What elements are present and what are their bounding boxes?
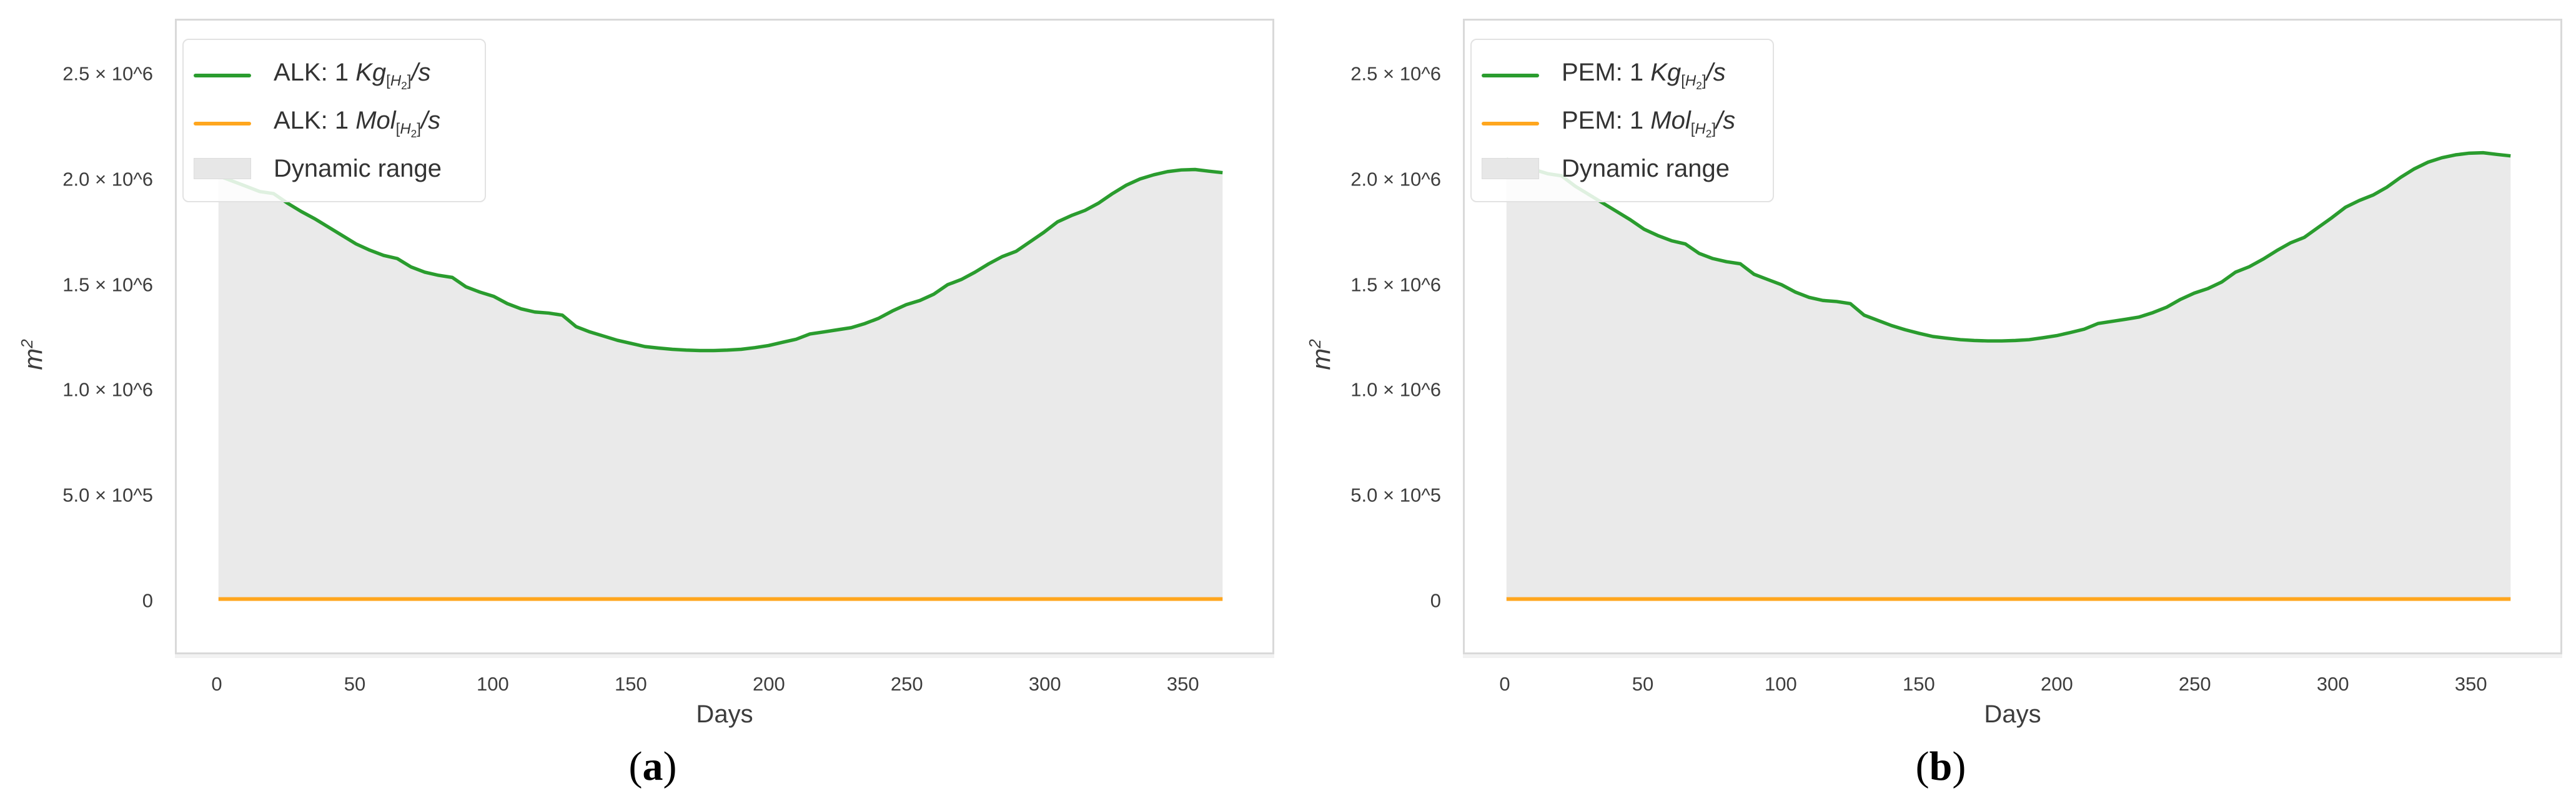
- x-axis-title: Days: [696, 700, 753, 728]
- y-tick-label: 0: [142, 589, 153, 612]
- legend-label-kg: PEM: 1 Kg[H2]/s: [1562, 58, 1726, 92]
- legend-label-mol: ALK: 1 Mol[H2]/s: [274, 107, 441, 140]
- y-axis-title: m2: [1305, 339, 1335, 370]
- y-tick-label: 1.5 × 10^6: [62, 273, 153, 296]
- y-tick-label: 5.0 × 10^5: [1350, 484, 1441, 506]
- x-tick-label: 250: [890, 673, 923, 695]
- kg-line-swatch: [194, 73, 251, 77]
- legend-label-dynamic-range: Dynamic range: [1562, 155, 1730, 183]
- x-tick-label: 150: [1903, 673, 1935, 695]
- dynamic-range-swatch: [1482, 158, 1539, 180]
- x-tick-label: 300: [2316, 673, 2349, 695]
- mol-line-swatch: [194, 122, 251, 126]
- dynamic-range-swatch: [194, 158, 251, 180]
- legend-label-mol: PEM: 1 Mol[H2]/s: [1562, 107, 1736, 140]
- caption-b: (b): [1915, 744, 1966, 789]
- kg-curve: [217, 167, 1223, 353]
- x-tick-label: 200: [752, 673, 785, 695]
- dynamic-range-area: [218, 169, 1223, 599]
- kg-line-swatch: [1482, 73, 1539, 77]
- kg-curve: [1505, 150, 2511, 343]
- plot-area: [1463, 19, 2562, 654]
- x-tick-label: 50: [1632, 673, 1654, 695]
- mol-line-swatch: [1482, 122, 1539, 126]
- x-tick-label: 50: [344, 673, 366, 695]
- y-tick-label: 2.0 × 10^6: [1350, 168, 1441, 190]
- x-tick-label: 100: [477, 673, 509, 695]
- dynamic-range-area: [1506, 152, 2511, 599]
- y-axis-title: m2: [17, 339, 47, 370]
- caption-a: (a): [628, 744, 677, 789]
- legend-item-mol: PEM: 1 Mol[H2]/s: [1482, 108, 1761, 139]
- legend-label-kg: ALK: 1 Kg[H2]/s: [274, 58, 431, 92]
- x-tick-label: 100: [1765, 673, 1797, 695]
- x-tick-label: 200: [2040, 673, 2073, 695]
- legend-item-kg: ALK: 1 Kg[H2]/s: [194, 60, 473, 91]
- x-tick-label: 150: [615, 673, 647, 695]
- y-tick-label: 2.5 × 10^6: [1350, 62, 1441, 85]
- x-tick-label: 0: [211, 673, 222, 695]
- y-tick-label: 1.0 × 10^6: [62, 378, 153, 401]
- legend-label-dynamic-range: Dynamic range: [274, 155, 442, 183]
- plot-svg: [1505, 150, 2511, 601]
- legend-item-mol: ALK: 1 Mol[H2]/s: [194, 108, 473, 139]
- x-tick-label: 300: [1028, 673, 1061, 695]
- plot-area: [175, 19, 1274, 654]
- legend-item-kg: PEM: 1 Kg[H2]/s: [1482, 60, 1761, 91]
- chart-panel-a: ALK: 1 Kg[H2]/s ALK: 1 Mol[H2]/s Dynamic…: [17, 19, 1274, 789]
- y-tick-label: 1.0 × 10^6: [1350, 378, 1441, 401]
- y-tick-label: 2.5 × 10^6: [62, 62, 153, 85]
- y-tick-label: 1.5 × 10^6: [1350, 273, 1441, 296]
- y-tick-label: 2.0 × 10^6: [62, 168, 153, 190]
- x-tick-label: 250: [2178, 673, 2211, 695]
- legend-item-dynamic-range: Dynamic range: [1482, 156, 1761, 181]
- x-axis-title: Days: [1984, 700, 2041, 728]
- legend-item-dynamic-range: Dynamic range: [194, 156, 473, 181]
- x-tick-label: 0: [1499, 673, 1510, 695]
- y-tick-label: 0: [1430, 589, 1441, 612]
- chart-panel-b: PEM: 1 Kg[H2]/s PEM: 1 Mol[H2]/s Dynamic…: [1288, 0, 2576, 811]
- plot-svg: [217, 167, 1223, 601]
- legend: PEM: 1 Kg[H2]/s PEM: 1 Mol[H2]/s Dynamic…: [1470, 39, 1774, 202]
- y-tick-label: 5.0 × 10^5: [62, 484, 153, 506]
- legend: ALK: 1 Kg[H2]/s ALK: 1 Mol[H2]/s Dynamic…: [182, 39, 486, 202]
- x-tick-label: 350: [2454, 673, 2487, 695]
- x-tick-label: 350: [1166, 673, 1199, 695]
